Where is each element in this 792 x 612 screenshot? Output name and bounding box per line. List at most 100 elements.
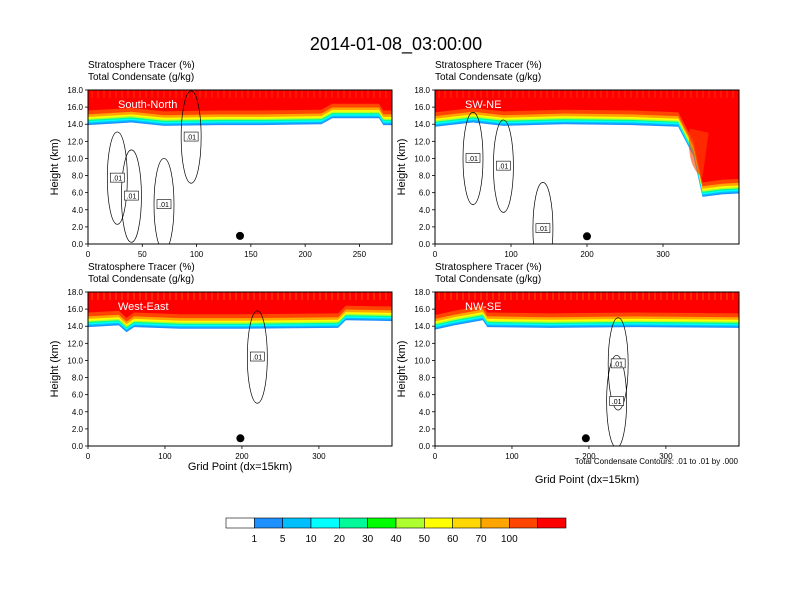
contour-label: .01 [186,135,196,142]
contour-label: .01 [538,226,548,233]
x-tick-label: 200 [580,250,594,259]
y-tick-label: 16.0 [67,305,83,314]
y-tick-label: 0.0 [419,442,431,451]
x-tick-label: 200 [582,452,596,461]
y-tick-label: 0.0 [72,442,84,451]
variable-label-condensate: Total Condensate (g/kg) [435,72,541,83]
y-axis-label: Height (km) [396,139,408,196]
colorbar-label: 50 [419,534,431,545]
y-tick-label: 10.0 [67,356,83,365]
plot-frame [434,291,740,447]
y-tick-label: 10.0 [414,154,430,163]
panel-nw-se: .01 .01 NW-SE Stratosphere Tracer (%)Total … [396,262,740,461]
colorbar-swatch [395,517,425,529]
contour-label-box [535,223,551,233]
x-tick-label: 0 [86,452,91,461]
y-tick-label: 10.0 [414,356,430,365]
variable-label-tracer: Stratosphere Tracer (%) [435,262,542,273]
y-tick-label: 2.0 [419,425,431,434]
y-tick-label: 16.0 [67,103,83,112]
contour-label: .01 [127,194,137,201]
x-tick-label: 250 [353,250,367,259]
contour-label-box [465,153,481,163]
tracer-stripes [435,90,739,98]
variable-label-condensate: Total Condensate (g/kg) [88,72,194,83]
colorbar-swatch [310,517,340,529]
tracer-stripes [88,292,392,300]
colorbar-swatch [339,517,368,529]
x-axis-labels: Grid Point (dx=15km) Grid Point (dx=15km… [188,461,639,486]
condensate-contour [180,90,202,184]
x-tick-label: 0 [433,452,438,461]
condensate-contour [462,111,484,205]
y-tick-label: 2.0 [72,425,84,434]
y-tick-label: 6.0 [419,391,431,400]
y-tick-label: 12.0 [67,339,83,348]
contour-label-box [110,172,125,183]
colorbar-label: 70 [475,534,487,545]
y-tick-label: 6.0 [72,189,84,198]
y-tick-label: 0.0 [419,240,431,249]
tracer-intrusion [688,128,709,178]
location-marker [236,434,245,443]
variable-label-tracer: Stratosphere Tracer (%) [88,262,195,273]
y-tick-label: 12.0 [414,339,430,348]
x-tick-label: 100 [158,452,172,461]
x-tick-label: 150 [244,250,258,259]
y-tick-label: 8.0 [72,172,84,181]
figure-title: 2014-01-08_03:00:00 [310,34,482,55]
tracer-stripes [435,292,739,300]
y-tick-label: 6.0 [72,391,84,400]
y-tick-label: 2.0 [419,223,431,232]
colorbar-label: 40 [390,534,402,545]
contour-label: .01 [252,355,262,362]
cross-section-name: NW-SE [465,301,501,313]
tracer-field [88,292,392,446]
condensate-contour [606,354,627,446]
cross-section-name: West-East [118,301,169,313]
panel-sw-ne: .01 .01 .01 SW-NE Stratosphere Tracer (%)Tot… [396,60,740,259]
y-tick-label: 18.0 [67,288,83,297]
contour-label: .01 [612,399,622,406]
condensate-contour [607,317,629,411]
x-tick-label: 100 [190,250,204,259]
colorbar-label: 30 [362,534,374,545]
y-tick-label: 8.0 [419,374,431,383]
tracer-band [435,90,739,183]
colorbar-label: 5 [280,534,286,545]
y-axis-label: Height (km) [49,341,61,398]
condensate-contour [106,131,128,225]
colorbar-swatch [367,517,397,529]
y-tick-label: 14.0 [67,322,83,331]
y-tick-label: 14.0 [67,120,83,129]
condensate-contour [121,149,142,243]
condensate-contour [153,158,175,244]
variable-label-condensate: Total Condensate (g/kg) [88,274,194,285]
contour-label-box [496,160,511,171]
cross-section-name: SW-NE [465,99,501,111]
panel-west-east: .01 West-East Stratosphere Tracer (%)Total… [49,262,393,461]
x-tick-label: 0 [433,250,438,259]
colorbar-swatch [537,517,567,529]
y-tick-label: 4.0 [72,206,84,215]
tracer-field [88,90,392,244]
x-tick-label: 300 [312,452,326,461]
y-tick-label: 8.0 [419,172,431,181]
colorbar-label: 1 [252,534,258,545]
colorbar-swatch [254,517,283,529]
contour-label-box [250,351,265,362]
x-tick-label: 50 [138,250,147,259]
location-marker [236,231,244,240]
y-tick-label: 14.0 [414,120,430,129]
colorbar-label: 60 [447,534,459,545]
contour-label: .01 [613,361,623,368]
plot-frame [87,291,393,447]
contour-note: Total Condensate Contours: .01 to .01 by… [575,457,739,466]
colorbar-swatch [424,517,453,529]
colorbar-swatch [282,517,312,529]
condensate-contour [493,119,514,213]
y-tick-label: 16.0 [414,305,430,314]
colorbar-swatch [452,517,482,529]
cross-section-name: South-North [118,99,177,111]
